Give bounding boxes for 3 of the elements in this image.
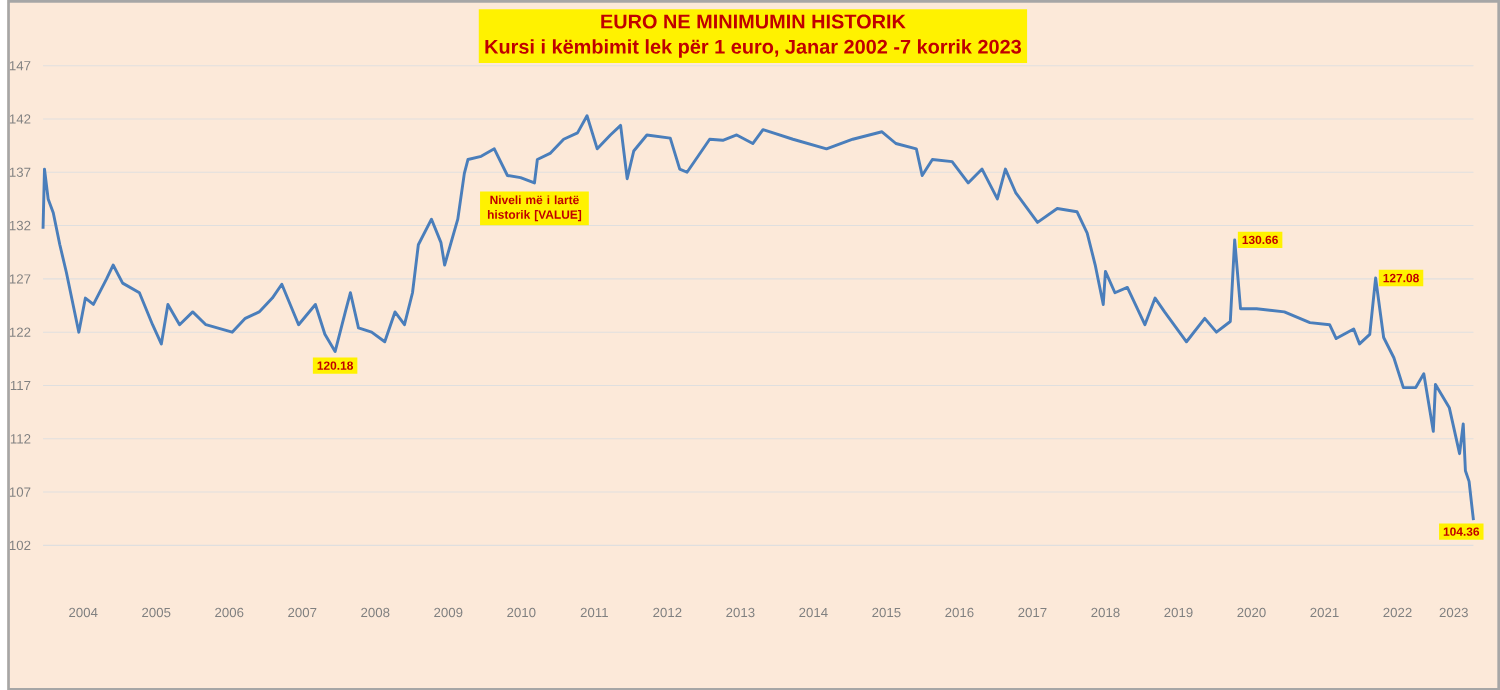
line-series — [41, 114, 1475, 522]
chart-title: EURO NE MINIMUMIN HISTORIK — [601, 14, 906, 29]
chart-subtitle: Kursi i këmbimit lek për 1 euro, Janar 2002 -7 korrik 2023 — [485, 38, 1022, 58]
